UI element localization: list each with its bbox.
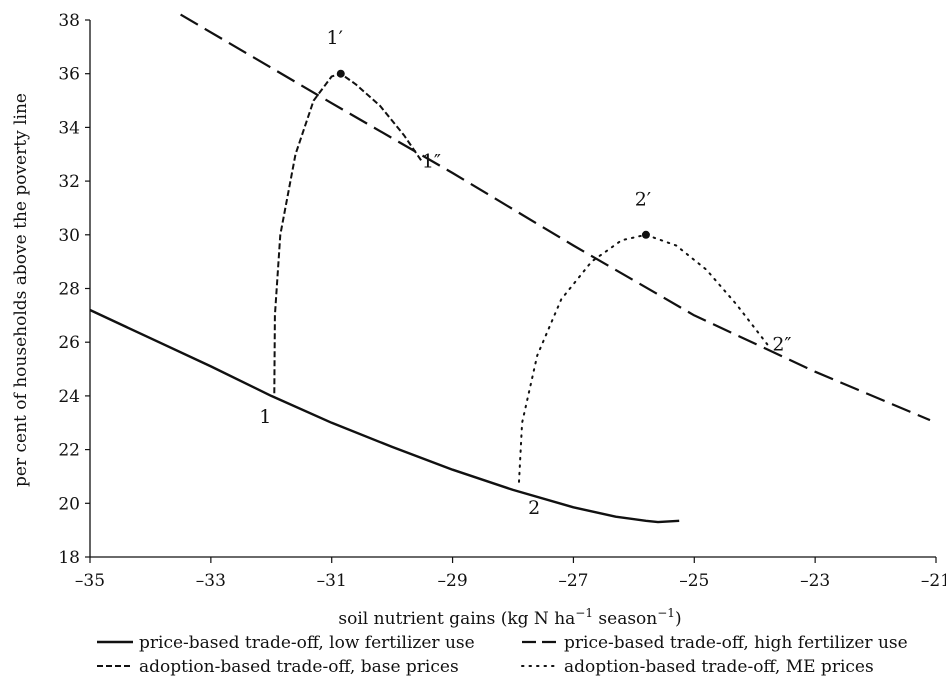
legend: price-based trade-off, low fertilizer us… (97, 633, 908, 677)
series-group (89, 13, 931, 524)
point-label-1: 1 (259, 406, 271, 428)
y-tick-label: 38 (58, 11, 80, 31)
legend-label-3: adoption-based trade-off, base prices (139, 657, 459, 677)
x-tick-label: –25 (679, 571, 709, 591)
legend-label-1: price-based trade-off, low fertilizer us… (139, 633, 475, 653)
point-marker-1 (336, 69, 345, 78)
y-tick-label: 22 (58, 441, 80, 461)
legend-label-4: adoption-based trade-off, ME prices (564, 657, 874, 677)
axes: 18 20 22 24 26 28 30 32 34 36 38 –35 –33 –31 –29 –27 –25… (58, 11, 946, 591)
x-tick-label: –23 (800, 571, 830, 591)
point-label-4: 2′ (635, 188, 651, 210)
x-axis-title: soil nutrient gains (kg N ha−1 season−1) (338, 606, 681, 629)
point-label-2: 2 (528, 497, 540, 519)
point-label-6: 2″ (772, 333, 791, 355)
y-tick-label: 26 (58, 333, 80, 353)
point-label-5: 1″ (422, 151, 441, 173)
x-tick-label: –29 (438, 571, 468, 591)
y-tick-label: 36 (58, 65, 80, 85)
y-tick-label: 32 (58, 172, 80, 192)
y-axis-title: per cent of households above the poverty… (11, 93, 31, 487)
x-tick-label: –35 (75, 571, 105, 591)
y-tick-label: 30 (58, 226, 80, 246)
series-line-4 (518, 233, 771, 483)
x-tick-label: –31 (317, 571, 347, 591)
x-tick-label: –21 (921, 571, 946, 591)
series-line-2 (180, 13, 931, 422)
point-label-3: 1′ (327, 27, 343, 49)
series-line-1 (89, 308, 680, 524)
legend-label-2: price-based trade-off, high fertilizer u… (564, 633, 908, 653)
x-tick-label: –33 (196, 571, 226, 591)
annotations-group: 1 2 1′ 2′ 1″ 2″ (259, 27, 791, 519)
y-tick-label: 28 (58, 280, 80, 300)
point-marker-2 (641, 230, 650, 239)
x-tick-label: –27 (558, 571, 588, 591)
series-line-3 (273, 72, 424, 394)
y-tick-label: 18 (58, 548, 80, 568)
y-tick-label: 20 (58, 494, 80, 514)
y-tick-label: 24 (58, 387, 80, 407)
y-tick-label: 34 (58, 118, 80, 138)
